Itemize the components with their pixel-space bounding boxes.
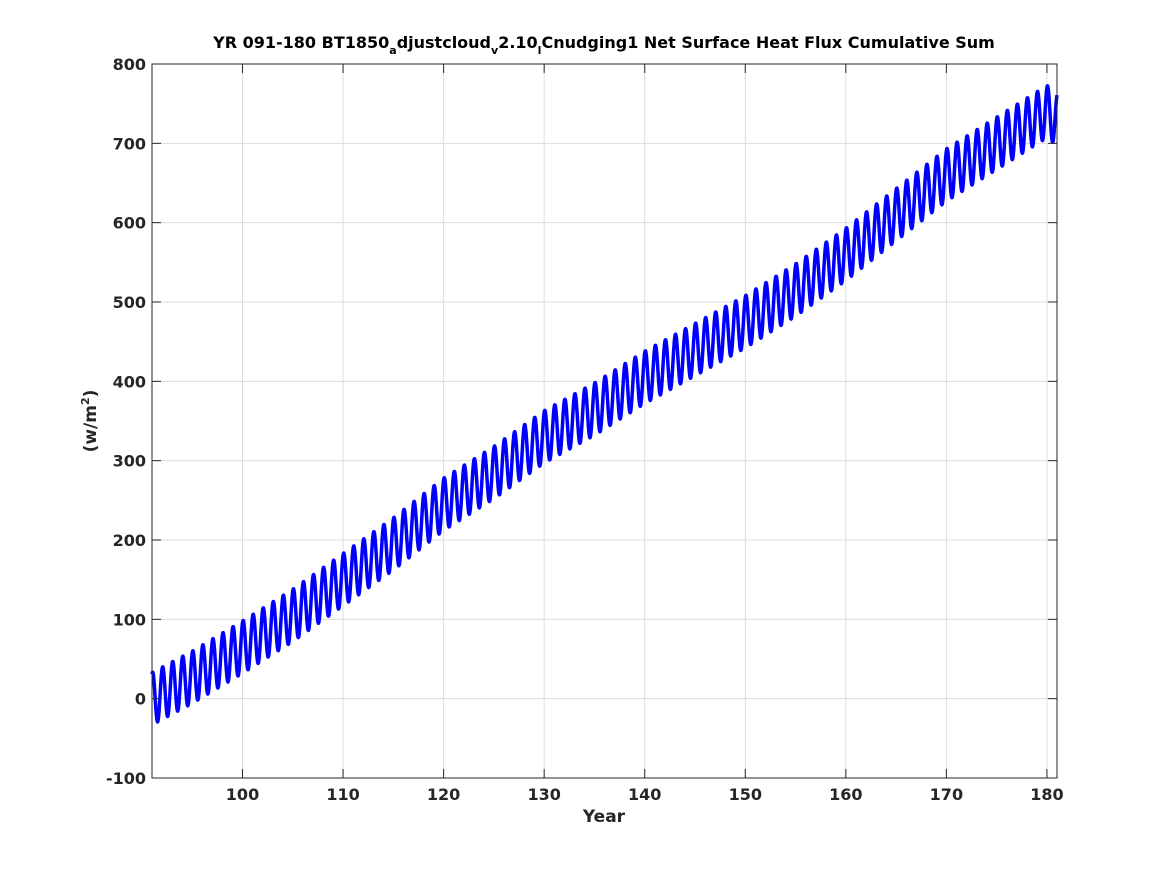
plot-area bbox=[152, 64, 1057, 778]
x-tick-label: 180 bbox=[1030, 785, 1063, 804]
x-tick-label: 150 bbox=[729, 785, 762, 804]
y-tick-label: 800 bbox=[113, 55, 146, 74]
y-tick-label: -100 bbox=[106, 769, 146, 788]
x-tick-label: 160 bbox=[829, 785, 862, 804]
y-tick-label: 200 bbox=[113, 531, 146, 550]
y-tick-label: 0 bbox=[135, 690, 146, 709]
x-tick-label: 100 bbox=[226, 785, 259, 804]
y-tick-labels: -100 0 100 200 300 400 500 600 700 800 bbox=[106, 55, 146, 788]
x-tick-labels: 100 110 120 130 140 150 160 170 180 bbox=[226, 785, 1064, 804]
chart-title: YR 091-180 BT1850adjustcloudv2.10lCnudgi… bbox=[212, 33, 995, 57]
x-tick-label: 110 bbox=[326, 785, 359, 804]
series-layer bbox=[150, 84, 1059, 724]
y-tick-label: 300 bbox=[113, 452, 146, 471]
y-tick-label: 500 bbox=[113, 293, 146, 312]
axes-frame bbox=[151, 63, 1058, 779]
x-axis-label: Year bbox=[582, 807, 626, 827]
x-tick-label: 120 bbox=[427, 785, 460, 804]
y-tick-label: 600 bbox=[113, 214, 146, 233]
y-tick-label: 700 bbox=[113, 134, 146, 153]
y-tick-label: 100 bbox=[113, 610, 146, 629]
y-axis-label: (w/m2) bbox=[79, 390, 101, 453]
x-tick-label: 140 bbox=[628, 785, 661, 804]
x-tick-label: 130 bbox=[527, 785, 560, 804]
x-tick-label: 170 bbox=[930, 785, 963, 804]
axes-box bbox=[151, 63, 1058, 779]
series-line bbox=[150, 84, 1059, 724]
y-tick-label: 400 bbox=[113, 372, 146, 391]
